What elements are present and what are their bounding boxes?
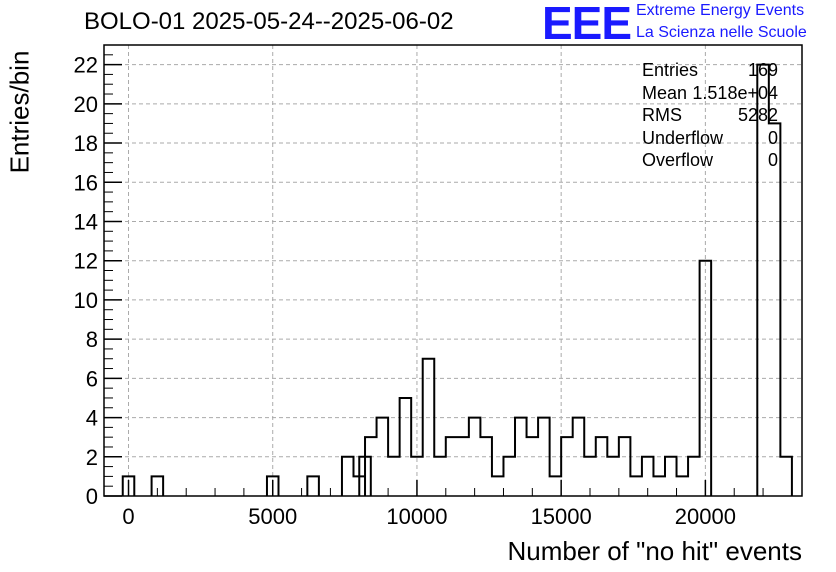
y-tick-label: 10 (74, 288, 98, 313)
x-tick-label: 5000 (248, 504, 297, 529)
chart-title: BOLO-01 2025-05-24--2025-06-02 (84, 8, 454, 35)
logo-line-1: Extreme Energy Events (636, 2, 805, 19)
x-axis-label: Number of "no hit" events (507, 536, 803, 566)
y-tick-labels: 0 2 4 6 8 10 12 14 16 18 20 22 (74, 53, 98, 509)
y-tick-label: 18 (74, 131, 98, 156)
stats-box: Entries 169 Mean 1.518e+04 RMS 5282 Unde… (642, 59, 782, 172)
stats-row-rms: RMS 5282 (642, 104, 782, 127)
y-tick-label: 8 (86, 327, 98, 352)
y-axis-label: Entries/bin (4, 50, 35, 174)
x-tick-labels: 0 5000 10000 15000 20000 (122, 504, 736, 529)
stats-row-underflow: Underflow 0 (642, 127, 782, 150)
stats-label: Overflow (642, 150, 714, 170)
y-tick-label: 12 (74, 249, 98, 274)
stats-row-entries: Entries 169 (642, 59, 782, 82)
stats-label: Mean (642, 82, 688, 103)
grid-lines (104, 45, 802, 496)
x-tick-label: 0 (122, 504, 134, 529)
logo-line-2: La Scienza nelle Scuole (636, 24, 807, 41)
stats-label: Underflow (642, 127, 724, 148)
stats-label: RMS (642, 105, 682, 125)
stats-row-mean: Mean 1.518e+04 (642, 82, 782, 105)
y-tick-label: 0 (86, 484, 98, 509)
stats-row-overflow: Overflow 0 (642, 149, 782, 172)
y-tick-label: 6 (86, 366, 98, 391)
x-tick-label: 15000 (531, 504, 592, 529)
stats-value: 5282 (737, 105, 778, 125)
stats-value: 169 (747, 60, 778, 80)
stats-label: Entries (642, 60, 699, 80)
y-tick-label: 2 (86, 445, 98, 470)
stats-value: 0 (767, 127, 778, 148)
y-tick-label: 20 (74, 92, 98, 117)
axis-ticks (104, 44, 793, 497)
histogram-outline (121, 63, 793, 496)
y-tick-label: 16 (74, 170, 98, 195)
eee-logo: EEE (542, 0, 632, 49)
x-tick-label: 20000 (675, 504, 736, 529)
stats-value: 1.518e+04 (692, 82, 778, 103)
stats-value: 0 (767, 150, 778, 170)
y-tick-label: 4 (86, 406, 98, 431)
y-tick-label: 14 (74, 209, 98, 234)
y-tick-label: 22 (74, 53, 98, 78)
x-tick-label: 10000 (386, 504, 447, 529)
